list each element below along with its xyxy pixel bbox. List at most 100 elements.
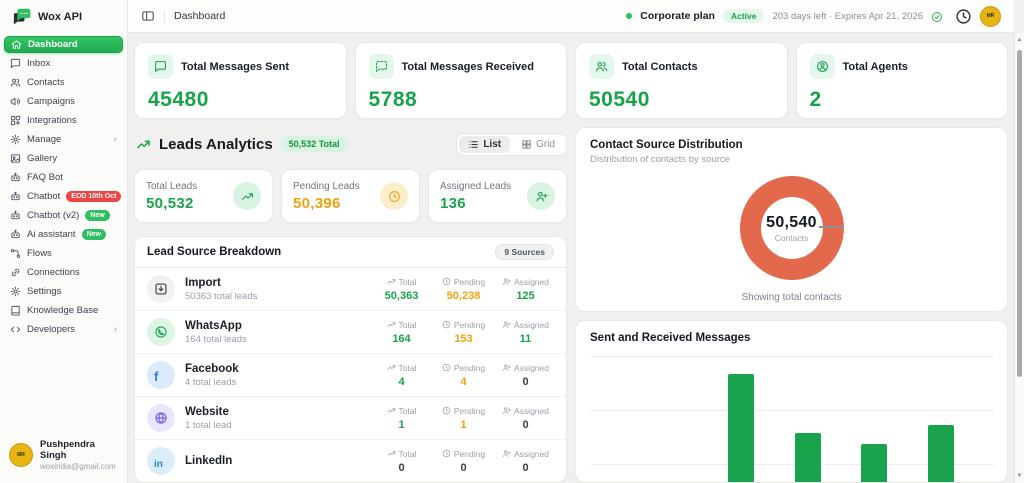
sidebar-item-label: Chatbot (v2)	[27, 210, 80, 221]
lead-card-text: Pending Leads 50,396	[293, 181, 360, 212]
sidebar-item-faq-bot[interactable]: FAQ Bot	[4, 169, 123, 186]
chevron-right-icon: ›	[113, 323, 117, 335]
breakdown-stat-label: Total	[387, 449, 416, 459]
stat-card-total-messages-sent: Total Messages Sent 45480	[134, 42, 347, 119]
user-menu[interactable]: MR Pushpendra Singh woxindia@gmail.com	[0, 429, 140, 483]
breakdown-row-website[interactable]: Website 1 total lead Total 1 Pending 1 A…	[135, 397, 566, 440]
trend-up-icon	[387, 406, 396, 415]
sidebar-toggle-icon[interactable]	[141, 9, 155, 23]
clock-icon	[442, 277, 451, 286]
sidebar-item-badge: New	[81, 229, 106, 240]
lead-card-label: Pending Leads	[293, 180, 360, 192]
sidebar-item-developers[interactable]: Developers ›	[4, 321, 123, 338]
user-name: Pushpendra Singh	[40, 439, 95, 461]
sidebar-item-chatbot[interactable]: Chatbot EOD 10th Oct	[4, 188, 123, 205]
lead-card-value: 50,532	[146, 194, 194, 212]
clock-icon	[442, 320, 451, 329]
page-scrollbar[interactable]: ▲ ▼	[1014, 33, 1024, 483]
message-square-dashed-icon	[375, 60, 388, 73]
sidebar-item-dashboard[interactable]: Dashboard	[4, 36, 123, 53]
messages-chart-title: Sent and Received Messages	[590, 332, 751, 344]
source-stats: Total 4 Pending 4 Assigned 0	[373, 363, 554, 388]
breakdown-stat-label: Total	[387, 363, 416, 373]
source-text: WhatsApp 164 total leads	[185, 320, 247, 345]
breakdown-stat-assigned: Assigned 11	[497, 320, 554, 345]
sidebar-item-inbox[interactable]: Inbox	[4, 55, 123, 72]
sidebar-item-manage[interactable]: Manage ›	[4, 131, 123, 148]
donut-center: 50,540 Contacts	[760, 197, 823, 259]
breakdown-stat-total: Total 1	[373, 406, 430, 431]
main-content: Total Messages Sent 45480 Total Messages…	[128, 33, 1014, 483]
trend-up-icon	[387, 363, 396, 372]
source-subtitle: 50363 total leads	[185, 290, 258, 302]
sidebar-item-settings[interactable]: Settings	[4, 283, 123, 300]
lead-card-icon-circle	[380, 182, 408, 210]
sidebar-item-label: Contacts	[27, 77, 65, 88]
sidebar-item-contacts[interactable]: Contacts	[4, 74, 123, 91]
breakdown-row-import[interactable]: Import 50363 total leads Total 50,363 Pe…	[135, 268, 566, 311]
source-icon-circle: in	[147, 447, 175, 475]
sidebar-item-label: Settings	[27, 286, 62, 297]
breakdown-row-whatsapp[interactable]: WhatsApp 164 total leads Total 164 Pendi…	[135, 311, 566, 354]
bot-icon	[10, 191, 21, 202]
breakdown-stat-label: Pending	[442, 277, 485, 287]
sidebar-item-chatbot-v2[interactable]: Chatbot (v2) New	[4, 207, 123, 224]
grid-view-button[interactable]: Grid	[512, 136, 564, 153]
clock-icon	[442, 449, 451, 458]
breakdown-row-linkedin[interactable]: in LinkedIn Total 0 Pending 0 Assigned 0	[135, 440, 566, 482]
lead-card-icon-circle	[233, 182, 261, 210]
app-title: Wox API	[38, 10, 83, 23]
header-right: Corporate plan Active 203 days left · Ex…	[626, 5, 1001, 27]
sidebar-item-label: Gallery	[27, 153, 58, 164]
breakdown-stat-value: 50,238	[446, 289, 481, 302]
header-avatar[interactable]: MR	[980, 5, 1001, 27]
stat-card-total-messages-received: Total Messages Received 5788	[354, 42, 567, 119]
breakdown-stat-label: Pending	[442, 320, 485, 330]
sidebar-item-connections[interactable]: Connections	[4, 264, 123, 281]
user-plus-icon	[502, 449, 511, 458]
scrollbar-thumb[interactable]	[1017, 50, 1022, 377]
sidebar-item-integrations[interactable]: Integrations	[4, 112, 123, 129]
trend-up-icon	[241, 190, 254, 203]
lead-card-label: Assigned Leads	[440, 180, 512, 192]
stat-icon-box	[809, 54, 835, 79]
header-divider	[164, 9, 165, 23]
list-view-button[interactable]: List	[459, 135, 511, 153]
stat-card-header: Total Agents	[809, 54, 995, 79]
bot-icon	[10, 229, 21, 240]
megaphone-icon	[10, 96, 21, 107]
source-name: Facebook	[185, 362, 239, 375]
stat-icon-box	[368, 54, 394, 79]
scrollbar-up-arrow[interactable]: ▲	[1016, 37, 1023, 43]
chevron-right-icon: ›	[113, 133, 117, 145]
sidebar-item-ai-assistant[interactable]: Ai assistant New	[4, 226, 123, 243]
breakdown-stat-label: Assigned	[502, 277, 549, 287]
breakdown-row-facebook[interactable]: f Facebook 4 total leads Total 4 Pending…	[135, 354, 566, 397]
scrollbar-down-arrow[interactable]: ▼	[1016, 473, 1023, 479]
breakdown-stat-pending: Pending 0	[435, 449, 492, 474]
breakdown-stat-label: Assigned	[502, 363, 549, 373]
clock-icon	[442, 363, 451, 372]
sidebar-item-knowledge-base[interactable]: Knowledge Base	[4, 302, 123, 319]
plan-expiry: 203 days left · Expires Apr 21, 2026	[772, 10, 923, 22]
source-subtitle: 4 total leads	[185, 376, 237, 388]
lead-card-pending-leads: Pending Leads 50,396	[281, 169, 420, 223]
donut-chart: 50,540 Contacts	[739, 176, 844, 280]
sidebar-item-label: FAQ Bot	[27, 172, 63, 183]
trend-up-icon	[387, 277, 396, 286]
lead-card-icon-circle	[527, 182, 555, 210]
sidebar-item-flows[interactable]: Flows	[4, 245, 123, 262]
source-subtitle: 164 total leads	[185, 333, 247, 345]
breakdown-stat-value: 164	[392, 332, 411, 345]
breakdown-rows: Import 50363 total leads Total 50,363 Pe…	[135, 268, 566, 482]
book-icon	[10, 305, 21, 316]
breakdown-stat-value: 11	[519, 332, 532, 345]
sidebar-item-campaigns[interactable]: Campaigns	[4, 93, 123, 110]
list-icon	[468, 139, 479, 150]
sidebar-item-gallery[interactable]: Gallery	[4, 150, 123, 167]
code-icon	[10, 324, 21, 335]
plan-name: Corporate plan	[640, 10, 715, 22]
sources-count-badge: 9 Sources	[495, 244, 554, 260]
chart-gridline	[590, 356, 993, 358]
history-clock-icon[interactable]	[955, 8, 972, 25]
